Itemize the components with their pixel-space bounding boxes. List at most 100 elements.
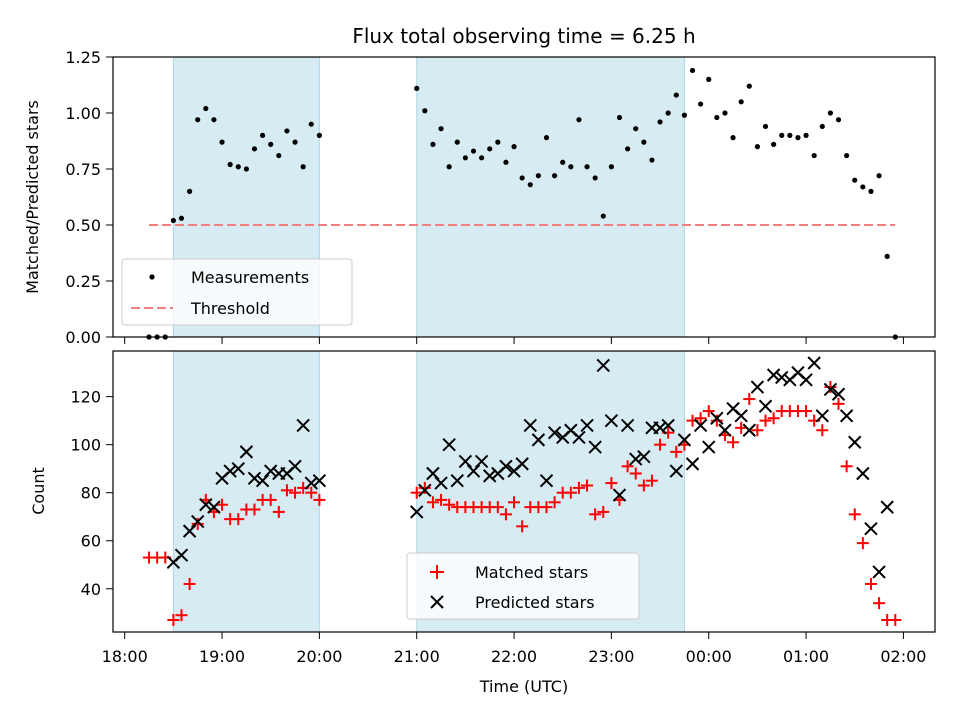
predicted-star-point (856, 466, 870, 481)
matched-star-point (621, 460, 634, 473)
x-tick-label: 01:00 (783, 647, 829, 666)
measurement-point (868, 188, 874, 194)
matched-star-point (264, 493, 277, 506)
measurement-point (657, 119, 663, 125)
legend-predicted-marker (430, 595, 444, 609)
measurement-point (268, 141, 274, 147)
bottom-axes-frame (112, 350, 936, 633)
predicted-star-point (263, 464, 278, 478)
x-tick-label: 22:00 (491, 647, 537, 666)
y-tick-label: 40 (81, 580, 101, 599)
y-tick-label: 100 (70, 436, 101, 455)
predicted-star-point (499, 459, 513, 473)
matched-star-point (889, 613, 902, 626)
predicted-star-point (483, 469, 497, 483)
matched-star-point (443, 498, 456, 511)
measurement-point (243, 166, 249, 172)
matched-star-point (800, 405, 813, 418)
predicted-star-point (458, 454, 473, 469)
measurement-point (795, 135, 801, 141)
x-tick-label: 21:00 (394, 647, 440, 666)
y-tick-label: 80 (81, 484, 101, 503)
predicted-star-point (718, 423, 732, 437)
measurement-point (511, 144, 517, 150)
measurement-point (195, 117, 201, 123)
predicted-star-point (629, 452, 643, 466)
measurement-point (568, 164, 574, 170)
matched-star-point (232, 513, 245, 526)
measurement-point (771, 141, 777, 147)
x-tick-label: 18:00 (102, 647, 148, 666)
predicted-star-point (312, 473, 327, 488)
predicted-star-point (539, 473, 554, 488)
matched-star-point (873, 597, 886, 610)
measurement-point (860, 184, 866, 190)
bottom-legend: Matched stars Predicted stars (406, 552, 640, 620)
measurement-point (884, 253, 890, 259)
measurement-point (852, 177, 858, 183)
x-tick-label: 19:00 (199, 647, 245, 666)
matched-star-point (175, 609, 188, 622)
measurement-point (284, 128, 290, 134)
measurement-point (479, 155, 485, 161)
measurement-point (300, 164, 306, 170)
predicted-star-point (223, 464, 237, 478)
predicted-star-point (572, 430, 586, 445)
predicted-star-point (190, 514, 205, 529)
measurement-point (178, 215, 185, 221)
measurement-point (616, 114, 623, 121)
measurement-point (762, 123, 769, 130)
y-tick-label: 0.00 (65, 328, 101, 347)
y-tick-label: 60 (81, 532, 101, 551)
predicted-star-point (531, 433, 546, 447)
y-tick-label: 120 (70, 388, 101, 407)
predicted-star-point (442, 437, 456, 452)
measurement-point (527, 182, 533, 188)
matched-star-point (305, 486, 318, 499)
matched-star-point (516, 520, 529, 533)
matched-star-point (272, 505, 285, 518)
top-axes-frame (112, 56, 936, 338)
measurement-point (754, 144, 760, 150)
matched-star-point (589, 508, 602, 521)
matched-star-point (216, 498, 229, 511)
measurement-point (811, 152, 817, 159)
measurement-point (170, 217, 176, 224)
measurement-point (446, 164, 452, 170)
predicted-star-point (807, 356, 821, 370)
top-y-axis-label: Matched/Predicted stars (23, 100, 42, 294)
measurement-point (235, 164, 241, 170)
predicted-star-point (831, 387, 846, 401)
measurement-point (454, 139, 460, 145)
measurement-point (730, 135, 736, 141)
predicted-star-point (426, 466, 440, 481)
predicted-star-point (864, 522, 878, 536)
bottom-panel: 40 60 80 100 120 18:00 19:00 20:00 21:00 22:00 23… (29, 350, 936, 696)
matched-star-point (564, 486, 577, 499)
measurement-point (495, 139, 501, 145)
predicted-star-point (588, 440, 602, 454)
measurement-point (649, 157, 655, 163)
matched-star-point (435, 493, 448, 506)
predicted-star-point (418, 483, 432, 498)
predicted-star-point (255, 473, 270, 488)
y-tick-label: 1.25 (65, 48, 101, 67)
legend-measurements-marker (149, 274, 155, 280)
predicted-star-point (474, 454, 489, 469)
measurement-point (211, 117, 217, 123)
matched-star-point (410, 486, 423, 499)
matched-star-point (702, 405, 715, 418)
predicted-star-point (515, 457, 529, 471)
x-axis-label: Time (UTC) (479, 677, 568, 696)
matched-star-point (280, 484, 293, 497)
measurement-point (422, 108, 428, 114)
y-tick-label: 0.50 (65, 216, 101, 235)
predicted-star-point (620, 418, 635, 433)
measurement-point (738, 99, 744, 105)
matched-star-point (191, 517, 204, 530)
matched-star-point (605, 477, 618, 490)
matched-star-point (572, 481, 585, 494)
top-x-ticks (124, 337, 904, 344)
